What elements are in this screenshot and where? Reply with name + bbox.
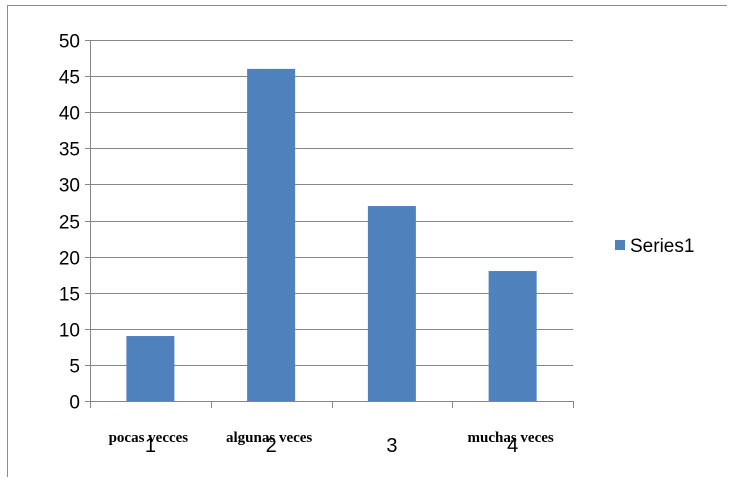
y-tick-label: 30 [59, 176, 80, 197]
bar [247, 68, 296, 401]
y-tick-label: 50 [59, 32, 80, 53]
y-tick-label: 35 [59, 140, 80, 161]
y-tick-label: 10 [59, 321, 80, 342]
x-category-text-label: pocas vecces [109, 430, 189, 446]
y-tick-label: 45 [59, 68, 80, 89]
legend-label: Series1 [630, 236, 694, 257]
y-tick-label: 15 [59, 285, 80, 306]
bar [126, 336, 175, 401]
x-axis [90, 401, 574, 408]
y-tick-label: 25 [59, 213, 80, 234]
chart-frame [7, 5, 727, 477]
bars [126, 68, 537, 401]
legend: Series1 [615, 236, 694, 257]
bar [488, 271, 537, 401]
y-axis-tick-labels: 0 5 10 15 20 25 30 35 40 45 50 [59, 32, 80, 414]
bar [367, 206, 416, 401]
legend-swatch [615, 240, 625, 250]
x-category-text-label: muchas veces [468, 430, 554, 446]
x-category-text-label: algunas veces [226, 430, 312, 446]
x-category-number: 2 [266, 435, 277, 457]
x-category-number: 3 [386, 435, 397, 457]
y-tick-label: 5 [69, 357, 80, 378]
x-category-number: 1 [145, 435, 156, 457]
y-tick-label: 40 [59, 104, 80, 125]
x-category-number: 4 [507, 435, 518, 457]
y-tick-label: 20 [59, 249, 80, 270]
y-tick-label: 0 [69, 393, 80, 414]
